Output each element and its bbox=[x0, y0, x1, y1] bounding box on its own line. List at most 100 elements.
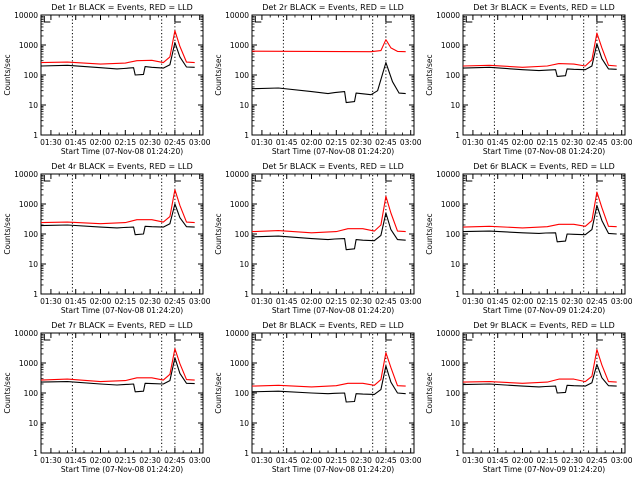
events-series-line bbox=[462, 204, 617, 243]
x-tick-label: 02:30 bbox=[350, 138, 372, 147]
x-tick-label: 03:00 bbox=[611, 138, 633, 147]
y-tick-label: 10 bbox=[450, 101, 460, 110]
x-tick-label: 02:00 bbox=[301, 297, 323, 306]
y-tick-label: 10 bbox=[450, 260, 460, 269]
x-tick-label: 01:45 bbox=[65, 456, 87, 465]
x-tick-label: 02:15 bbox=[114, 297, 136, 306]
plot-title: Det 1r BLACK = Events, RED = LLD bbox=[51, 3, 193, 12]
plot-panel-4: Det 4r BLACK = Events, RED = LLD 1 10 100 10… bbox=[3, 162, 211, 315]
plot-frame bbox=[40, 14, 204, 136]
y-tick-label: 10 bbox=[450, 419, 460, 428]
plot-frame bbox=[251, 173, 415, 295]
x-tick-label: 03:00 bbox=[189, 138, 211, 147]
x-tick-label: 01:45 bbox=[487, 297, 509, 306]
x-tick-label: 02:15 bbox=[536, 297, 558, 306]
y-tick-label: 1 bbox=[33, 290, 38, 299]
y-tick-label: 10000 bbox=[225, 170, 249, 179]
y-tick-label: 10000 bbox=[225, 11, 249, 20]
x-tick-label: 02:15 bbox=[325, 138, 347, 147]
events-series-line bbox=[40, 203, 195, 236]
x-tick-label: 02:00 bbox=[90, 456, 112, 465]
x-axis-label: Start Time (07-Nov-09 01:24:20) bbox=[483, 465, 605, 474]
x-tick-label: 01:30 bbox=[251, 456, 273, 465]
y-axis-label: Counts/sec bbox=[3, 213, 12, 254]
x-tick-label: 03:00 bbox=[189, 456, 211, 465]
plot-title: Det 8r BLACK = Events, RED = LLD bbox=[262, 321, 404, 330]
x-tick-label: 03:00 bbox=[400, 138, 422, 147]
y-tick-label: 1 bbox=[455, 449, 460, 458]
plot-panel-5: Det 5r BLACK = Events, RED = LLD 1 10 100 10… bbox=[214, 162, 422, 315]
lld-series-line bbox=[251, 352, 406, 388]
x-tick-label: 02:45 bbox=[586, 456, 608, 465]
lld-series-line bbox=[40, 348, 195, 383]
plot-panel-8: Det 8r BLACK = Events, RED = LLD 1 10 100 10… bbox=[214, 321, 422, 474]
plot-frame bbox=[40, 173, 204, 295]
y-tick-label: 10 bbox=[28, 101, 38, 110]
y-tick-label: 100 bbox=[24, 71, 39, 80]
y-axis-label: Counts/sec bbox=[214, 372, 223, 413]
plot-panel-6: Det 6r BLACK = Events, RED = LLD 1 10 100 10… bbox=[425, 162, 633, 315]
y-tick-label: 10000 bbox=[225, 329, 249, 338]
x-tick-label: 02:45 bbox=[164, 297, 186, 306]
events-series-line bbox=[251, 212, 406, 251]
y-tick-label: 1 bbox=[455, 290, 460, 299]
interval-bracket bbox=[43, 175, 51, 182]
x-tick-label: 02:30 bbox=[561, 297, 583, 306]
y-tick-label: 10000 bbox=[436, 329, 460, 338]
interval-bracket bbox=[596, 16, 603, 23]
interval-bracket bbox=[385, 16, 392, 23]
plot-title: Det 3r BLACK = Events, RED = LLD bbox=[473, 3, 615, 12]
y-axis-label: Counts/sec bbox=[425, 54, 434, 95]
plot-title: Det 4r BLACK = Events, RED = LLD bbox=[51, 162, 193, 171]
interval-bracket bbox=[596, 334, 603, 341]
y-tick-label: 100 bbox=[235, 71, 250, 80]
x-axis-label: Start Time (07-Nov-08 01:24:20) bbox=[61, 465, 183, 474]
y-tick-label: 10000 bbox=[436, 11, 460, 20]
plot-frame bbox=[462, 332, 626, 454]
x-tick-label: 02:45 bbox=[586, 138, 608, 147]
y-tick-label: 1000 bbox=[19, 359, 38, 368]
x-axis-label: Start Time (07-Nov-08 01:24:20) bbox=[61, 147, 183, 156]
interval-bracket bbox=[465, 175, 473, 182]
y-tick-label: 10 bbox=[28, 419, 38, 428]
y-tick-label: 100 bbox=[235, 230, 250, 239]
y-tick-label: 100 bbox=[446, 230, 461, 239]
x-tick-label: 02:00 bbox=[90, 297, 112, 306]
y-tick-label: 1 bbox=[455, 131, 460, 140]
x-tick-label: 02:30 bbox=[139, 456, 161, 465]
x-axis-label: Start Time (07-Nov-08 01:24:20) bbox=[61, 306, 183, 315]
x-tick-label: 02:00 bbox=[301, 456, 323, 465]
x-axis-label: Start Time (07-Nov-08 01:24:20) bbox=[483, 147, 605, 156]
x-axis-label: Start Time (07-Nov-09 01:24:20) bbox=[483, 306, 605, 315]
lld-series-line bbox=[40, 189, 195, 225]
y-tick-label: 10000 bbox=[14, 329, 38, 338]
x-tick-label: 02:15 bbox=[114, 138, 136, 147]
interval-bracket bbox=[174, 334, 181, 341]
x-tick-label: 03:00 bbox=[611, 456, 633, 465]
plot-title: Det 6r BLACK = Events, RED = LLD bbox=[473, 162, 615, 171]
x-tick-label: 01:30 bbox=[40, 297, 62, 306]
events-series-line bbox=[251, 62, 406, 104]
y-tick-label: 1000 bbox=[230, 41, 249, 50]
events-series-line bbox=[462, 363, 617, 394]
interval-bracket bbox=[254, 175, 262, 182]
x-tick-label: 01:45 bbox=[487, 138, 509, 147]
x-tick-label: 01:30 bbox=[251, 138, 273, 147]
x-tick-label: 01:45 bbox=[276, 456, 298, 465]
plot-frame bbox=[462, 173, 626, 295]
y-tick-label: 1 bbox=[244, 449, 249, 458]
plot-panel-9: Det 9r BLACK = Events, RED = LLD 1 10 100 10… bbox=[425, 321, 633, 474]
y-tick-label: 100 bbox=[24, 230, 39, 239]
y-axis-label: Counts/sec bbox=[214, 54, 223, 95]
x-tick-label: 02:15 bbox=[114, 456, 136, 465]
plot-frame bbox=[462, 14, 626, 136]
x-tick-label: 02:15 bbox=[325, 456, 347, 465]
y-tick-label: 1000 bbox=[441, 359, 460, 368]
y-tick-label: 1 bbox=[244, 290, 249, 299]
x-axis-label: Start Time (07-Nov-08 01:24:20) bbox=[272, 306, 394, 315]
x-tick-label: 03:00 bbox=[611, 297, 633, 306]
events-series-line bbox=[462, 43, 617, 77]
x-tick-label: 01:30 bbox=[251, 297, 273, 306]
y-tick-label: 1 bbox=[33, 449, 38, 458]
